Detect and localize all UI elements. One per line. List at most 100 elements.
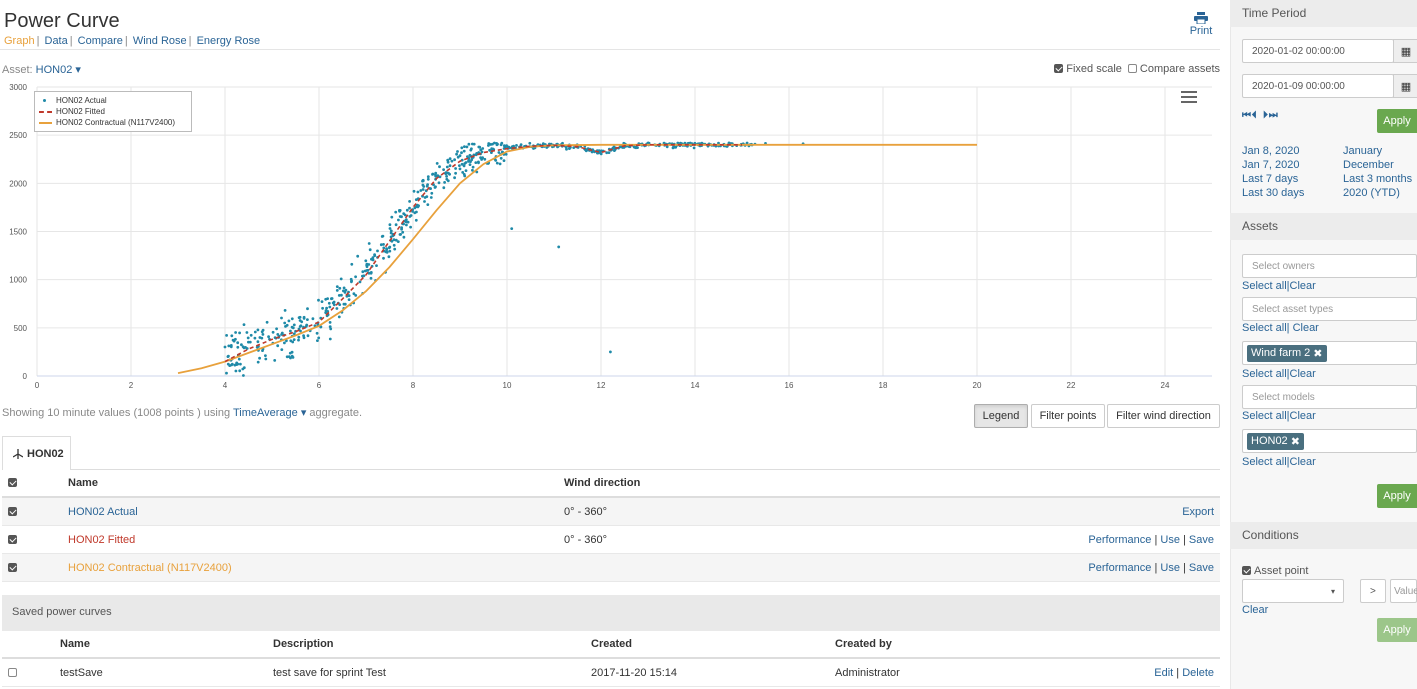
scatter-point: [545, 146, 549, 149]
scatter-point: [467, 142, 471, 146]
quick-range-last30[interactable]: Last 30 days: [1242, 187, 1305, 199]
types-select-all[interactable]: Select all: [1242, 322, 1287, 334]
tab-hon02[interactable]: HON02: [2, 436, 71, 470]
save-link[interactable]: Save: [1188, 561, 1214, 574]
filter-wind-direction-button[interactable]: Filter wind direction: [1107, 404, 1220, 428]
edit-link[interactable]: Edit: [1154, 666, 1174, 679]
farms-select-all[interactable]: Select all: [1242, 368, 1287, 380]
start-date-input[interactable]: 2020-01-02 00:00:00: [1242, 39, 1394, 63]
scatter-point: [321, 306, 324, 310]
nav-data[interactable]: Data: [44, 35, 68, 47]
calendar-icon[interactable]: ▦: [1393, 39, 1417, 63]
quick-range-january[interactable]: January: [1343, 145, 1383, 157]
assets-select[interactable]: HON02 ✖: [1242, 429, 1417, 453]
y-tick-label: 3000: [9, 83, 27, 92]
asset-label: Asset:: [2, 64, 33, 76]
quick-range-december[interactable]: December: [1343, 159, 1394, 171]
curve-name[interactable]: HON02 Fitted: [68, 533, 136, 546]
select-all-checkbox[interactable]: [8, 477, 20, 489]
nav-energy-rose[interactable]: Energy Rose: [196, 35, 261, 47]
scatter-point: [292, 323, 296, 327]
scatter-point: [338, 286, 342, 290]
caret-down-icon[interactable]: ▾: [72, 64, 81, 76]
assets-clear[interactable]: Clear: [1289, 456, 1316, 468]
export-link[interactable]: Export: [1182, 505, 1214, 518]
asset-point-checkbox[interactable]: Asset point: [1242, 565, 1308, 577]
quick-range-last3m[interactable]: Last 3 months: [1343, 173, 1413, 185]
assets-apply-button[interactable]: Apply: [1377, 484, 1417, 508]
legend-item-actual[interactable]: HON02 Actual: [39, 95, 187, 106]
nav-wind-rose[interactable]: Wind Rose: [132, 35, 187, 47]
fixed-scale-checkbox[interactable]: Fixed scale: [1054, 63, 1122, 75]
curve-name[interactable]: HON02 Actual: [68, 505, 138, 518]
scatter-point: [275, 327, 278, 331]
legend-item-fitted[interactable]: HON02 Fitted: [39, 106, 187, 117]
quick-range-last7[interactable]: Last 7 days: [1242, 173, 1299, 185]
row-checkbox[interactable]: [8, 506, 20, 518]
scatter-point: [465, 145, 469, 149]
farms-select[interactable]: Wind farm 2 ✖: [1242, 341, 1417, 365]
time-period-header[interactable]: Time Period: [1230, 0, 1417, 27]
models-clear[interactable]: Clear: [1289, 410, 1316, 422]
scatter-point: [332, 300, 336, 304]
quick-range-jan7[interactable]: Jan 7, 2020: [1242, 159, 1300, 171]
asset-types-select[interactable]: Select asset types: [1242, 297, 1417, 321]
delete-link[interactable]: Delete: [1182, 666, 1214, 679]
value-input[interactable]: Value: [1390, 579, 1417, 603]
compare-assets-checkbox[interactable]: Compare assets: [1127, 63, 1220, 75]
row-checkbox[interactable]: [8, 667, 20, 679]
print-button[interactable]: Print: [1184, 12, 1218, 37]
remove-tag-icon[interactable]: ✖: [1313, 347, 1323, 360]
scatter-point: [412, 189, 416, 193]
quick-range-jan8[interactable]: Jan 8, 2020: [1242, 145, 1300, 157]
save-link[interactable]: Save: [1188, 533, 1214, 546]
assets-select-all[interactable]: Select all: [1242, 456, 1287, 468]
assets-header[interactable]: Assets: [1230, 213, 1417, 240]
scatter-point: [674, 145, 678, 149]
prev-period-icon[interactable]: ⏴: [1251, 110, 1257, 121]
scatter-point: [289, 339, 293, 343]
performance-link[interactable]: Performance: [1088, 561, 1152, 574]
models-select[interactable]: Select models: [1242, 385, 1417, 409]
use-link[interactable]: Use: [1160, 533, 1180, 546]
models-select-all[interactable]: Select all: [1242, 410, 1287, 422]
nav-compare[interactable]: Compare: [77, 35, 123, 47]
asset-dropdown[interactable]: HON02: [35, 64, 73, 76]
owners-select-all[interactable]: Select all: [1242, 280, 1287, 292]
time-apply-button[interactable]: Apply: [1377, 109, 1417, 133]
conditions-clear[interactable]: Clear: [1242, 604, 1269, 616]
scatter-point: [499, 143, 503, 147]
chart-menu-icon[interactable]: [1181, 91, 1197, 106]
next-period-icon[interactable]: ⏵: [1262, 110, 1268, 121]
end-date-input[interactable]: 2020-01-09 00:00:00: [1242, 74, 1394, 98]
owners-select[interactable]: Select owners: [1242, 254, 1417, 278]
owners-clear[interactable]: Clear: [1289, 280, 1316, 292]
performance-link[interactable]: Performance: [1088, 533, 1152, 546]
asset-point-select[interactable]: ▾: [1242, 579, 1344, 603]
row-checkbox[interactable]: [8, 534, 20, 546]
farms-clear[interactable]: Clear: [1289, 368, 1316, 380]
last-period-icon[interactable]: ⏭: [1268, 110, 1278, 121]
calendar-icon[interactable]: ▦: [1393, 74, 1417, 98]
scatter-point: [458, 167, 462, 171]
operator-button[interactable]: >: [1360, 579, 1386, 603]
use-link[interactable]: Use: [1160, 561, 1180, 574]
filter-points-button[interactable]: Filter points: [1031, 404, 1105, 428]
scatter-point: [290, 325, 294, 329]
conditions-header[interactable]: Conditions: [1230, 522, 1417, 549]
curve-name[interactable]: HON02 Contractual (N117V2400): [68, 561, 232, 574]
quick-range-ytd[interactable]: 2020 (YTD): [1343, 187, 1400, 199]
scatter-point: [444, 171, 447, 175]
aggregate-dropdown[interactable]: TimeAverage: [232, 407, 298, 419]
row-checkbox[interactable]: [8, 562, 20, 574]
types-clear[interactable]: Clear: [1292, 322, 1319, 334]
nav-graph[interactable]: Graph: [4, 35, 35, 47]
legend-toggle-button[interactable]: Legend: [974, 404, 1028, 428]
remove-tag-icon[interactable]: ✖: [1290, 435, 1300, 448]
scatter-point: [328, 321, 332, 324]
conditions-apply-button[interactable]: Apply: [1377, 618, 1417, 642]
scatter-point: [671, 146, 675, 150]
first-period-icon[interactable]: ⏮: [1242, 110, 1251, 121]
legend-item-contractual[interactable]: HON02 Contractual (N117V2400): [39, 117, 187, 128]
